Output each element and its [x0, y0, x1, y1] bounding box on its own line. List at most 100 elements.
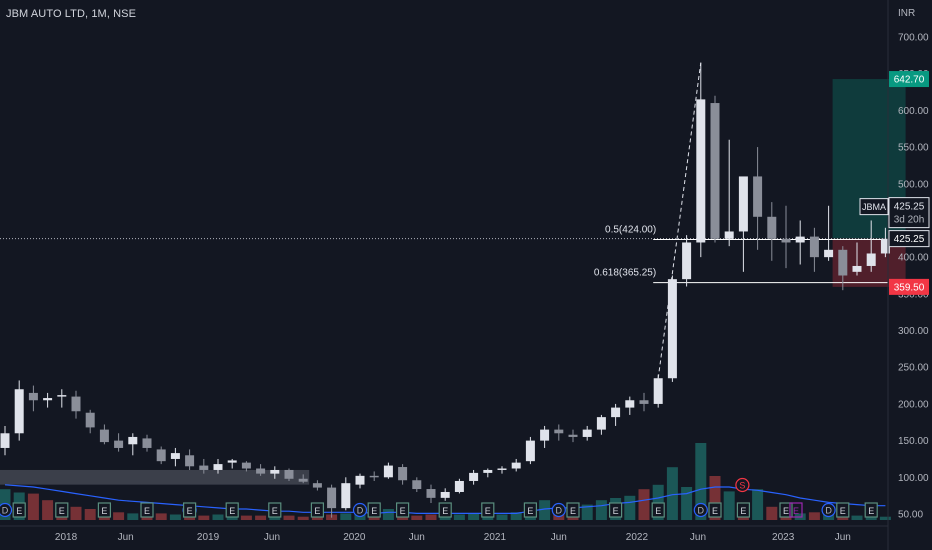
y-tick-label: 500.00: [898, 179, 929, 190]
earnings-label: E: [570, 506, 576, 516]
earnings-marker: [864, 502, 878, 518]
x-tick-label: Jun: [690, 532, 706, 543]
earnings-label: E: [712, 506, 718, 516]
candle-body: [57, 395, 67, 397]
volume-bar: [340, 513, 352, 520]
candle-body: [525, 440, 535, 462]
price-label-box: [888, 230, 930, 248]
symbol-tag-text: JBMA: [862, 202, 886, 212]
dividend-label: D: [357, 506, 364, 516]
candle-body: [866, 253, 876, 266]
chart-title: JBM AUTO LTD, 1M, NSE: [6, 8, 137, 20]
dividend-label: D: [556, 506, 563, 516]
earnings-label: E: [272, 506, 278, 516]
y-tick-label: 200.00: [898, 399, 929, 410]
volume-bar: [411, 515, 423, 520]
earnings-label: E: [783, 506, 789, 516]
candle-body: [312, 483, 322, 488]
candle-body: [454, 480, 464, 492]
y-tick-label: 150.00: [898, 436, 929, 447]
symbol-tag-box: [859, 198, 889, 216]
x-tick-label: 2018: [55, 532, 78, 543]
earnings-marker: [779, 502, 793, 518]
candle-body: [227, 460, 237, 463]
currency-label: INR: [898, 8, 916, 19]
x-tick-label: 2023: [772, 532, 795, 543]
x-tick-label: 2022: [626, 532, 649, 543]
candle-body: [28, 392, 38, 401]
earnings-label: E: [314, 506, 320, 516]
candle-body: [568, 434, 578, 437]
symbol-price-box: [888, 197, 930, 229]
candle-body: [114, 440, 124, 448]
volume-bar: [681, 487, 693, 520]
x-tick-label: Jun: [264, 532, 280, 543]
fib-levels: 0.5(424.00) 0.618(365.25): [0, 62, 888, 379]
candle-body: [611, 407, 621, 418]
volume-bar: [27, 493, 39, 520]
candle-body: [824, 249, 834, 258]
volume-bar: [127, 513, 139, 520]
volume-bar: [382, 509, 394, 520]
x-tick-label: Jun: [835, 532, 851, 543]
volume-bar: [879, 516, 891, 520]
candle-body: [170, 453, 180, 459]
dividend-marker: [352, 502, 368, 518]
volume-bar: [155, 513, 167, 520]
candle-body: [596, 417, 606, 430]
candle-body: [99, 429, 109, 443]
candle-body: [426, 489, 436, 498]
volume-bar: [439, 515, 451, 520]
volume-bar: [255, 515, 267, 520]
volume-bar: [666, 467, 678, 520]
volume-bar: [709, 476, 721, 520]
candle-body: [355, 475, 365, 485]
volume-bar: [652, 484, 664, 520]
volume-bar: [42, 500, 54, 520]
candle-body: [241, 462, 251, 469]
candle-body: [440, 491, 450, 498]
candle-body: [128, 436, 138, 445]
candle-body: [256, 468, 266, 474]
earnings-marker: [55, 502, 69, 518]
x-tick-label: 2020: [343, 532, 366, 543]
volume-bar: [113, 512, 125, 520]
earnings-marker: [836, 502, 850, 518]
candle-body: [682, 242, 692, 280]
earnings-future-label: E: [793, 506, 799, 516]
volume-bar: [425, 514, 437, 520]
earnings-label: E: [16, 506, 22, 516]
volume-bar: [84, 509, 96, 520]
earnings-label: E: [485, 506, 491, 516]
candle-body: [469, 472, 479, 481]
earnings-marker: [140, 502, 154, 518]
volume-bar: [510, 512, 522, 520]
earnings-label: E: [527, 506, 533, 516]
dividend-label: D: [825, 506, 832, 516]
volume-bar: [453, 514, 465, 520]
earnings-marker: [12, 502, 26, 518]
y-tick-label: 250.00: [898, 363, 929, 374]
earnings-marker: [438, 502, 452, 518]
candle-body: [284, 469, 294, 479]
dividend-marker: [0, 502, 13, 518]
price-axis: 50.00100.00150.00200.00250.00300.00350.0…: [859, 0, 930, 550]
earnings-marker: [651, 502, 665, 518]
time-axis: 2018 Jun 2019 Jun 2020 Jun 2021 Jun 2022 Jun 2023 J…: [0, 525, 888, 543]
volume-bar: [70, 506, 82, 520]
candle-body: [327, 487, 337, 509]
price-label-text: 359.50: [894, 282, 925, 293]
volume-bar: [269, 516, 281, 520]
earnings-label: E: [371, 506, 377, 516]
candle-body: [838, 249, 848, 276]
candle-body: [412, 480, 422, 490]
dividend-label: D: [698, 506, 705, 516]
volume-bar: [226, 515, 238, 520]
countdown-text: 3d 20h: [894, 215, 925, 226]
dividend-label: D: [2, 506, 9, 516]
candle-body: [369, 475, 379, 478]
y-tick-label: 50.00: [898, 510, 923, 521]
earnings-marker: [183, 502, 197, 518]
earnings-label: E: [840, 506, 846, 516]
